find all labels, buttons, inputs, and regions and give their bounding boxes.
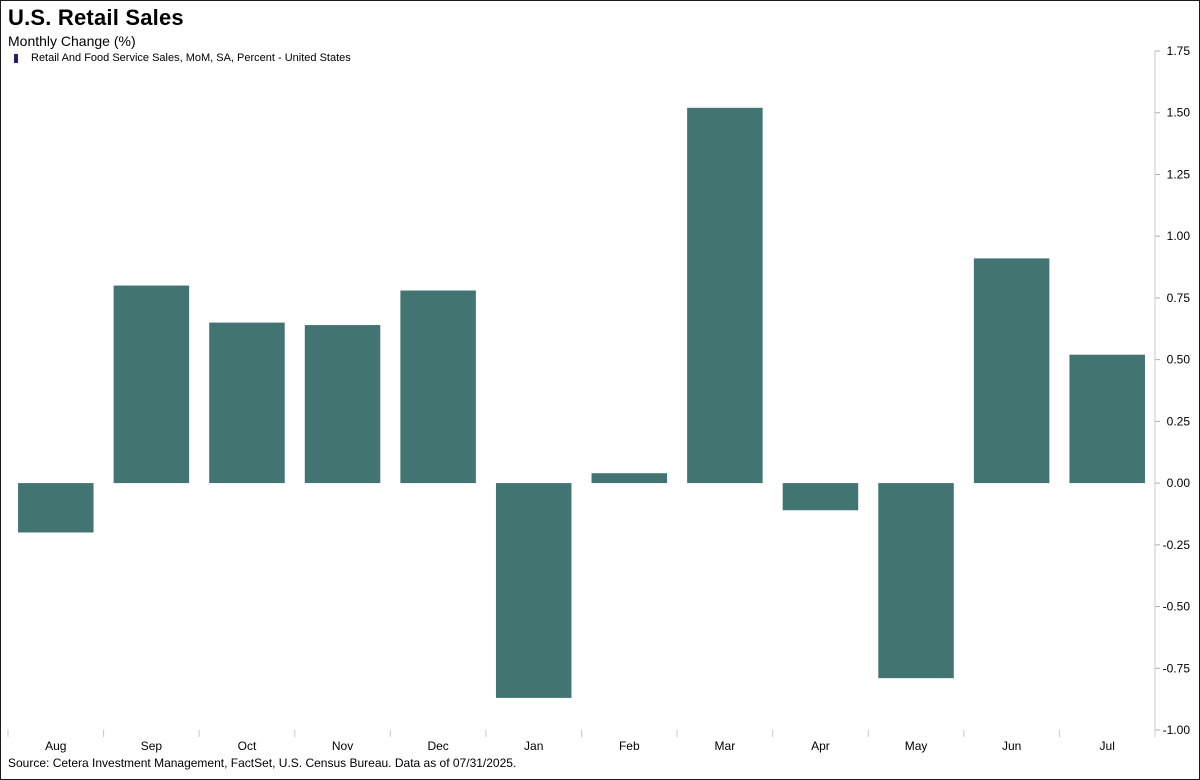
x-tick-label-jan: Jan [524, 739, 543, 753]
x-tick-label-apr: Apr [811, 739, 830, 753]
bar-nov [304, 325, 381, 484]
y-tick-label-1: 1.50 [1167, 106, 1191, 120]
y-tick-label-0: 1.75 [1167, 44, 1191, 58]
x-tick-label-may: May [905, 739, 928, 753]
x-tick-label-jul: Jul [1100, 739, 1115, 753]
x-tick-label-feb: Feb [619, 739, 640, 753]
bar-mar [687, 107, 763, 484]
bar-apr [782, 483, 859, 511]
y-tick-label-10: -0.75 [1163, 661, 1191, 675]
x-tick-label-jun: Jun [1002, 739, 1021, 753]
bar-jan [495, 483, 572, 698]
legend-swatch [14, 53, 18, 63]
x-tick-label-aug: Aug [45, 739, 66, 753]
y-tick-label-6: 0.25 [1167, 414, 1191, 428]
x-tick-label-sep: Sep [141, 739, 163, 753]
chart-title: U.S. Retail Sales [8, 5, 184, 30]
x-tick-label-nov: Nov [332, 739, 353, 753]
x-tick-label-dec: Dec [427, 739, 448, 753]
bar-feb [591, 473, 668, 484]
bar-oct [209, 322, 285, 484]
bar-may [878, 483, 954, 679]
y-tick-label-5: 0.50 [1167, 353, 1191, 367]
x-tick-label-oct: Oct [238, 739, 257, 753]
bar-jul [1069, 354, 1145, 484]
y-tick-label-9: -0.50 [1163, 600, 1191, 614]
legend: Retail And Food Service Sales, MoM, SA, … [14, 52, 351, 64]
y-tick-label-11: -1.00 [1163, 723, 1191, 737]
bar-sep [113, 285, 190, 484]
bar-dec [400, 290, 476, 484]
chart-subtitle: Monthly Change (%) [8, 33, 136, 49]
bar-jun [973, 258, 1050, 484]
y-tick-label-7: 0.00 [1167, 476, 1191, 490]
y-tick-label-3: 1.00 [1167, 229, 1191, 243]
y-tick-label-4: 0.75 [1167, 291, 1191, 305]
x-tick-label-mar: Mar [715, 739, 736, 753]
y-tick-label-2: 1.25 [1167, 167, 1191, 181]
source-note: Source: Cetera Investment Management, Fa… [8, 756, 517, 770]
bar-aug [18, 483, 94, 533]
legend-label: Retail And Food Service Sales, MoM, SA, … [31, 52, 351, 64]
y-tick-label-8: -0.25 [1163, 538, 1191, 552]
